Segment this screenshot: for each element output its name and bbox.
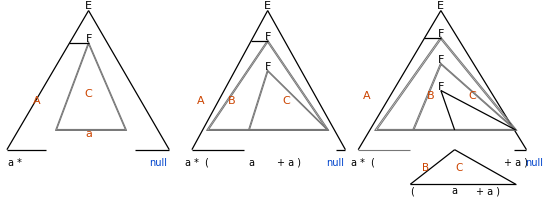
Text: a: a: [85, 128, 92, 138]
Text: A: A: [363, 91, 371, 101]
Text: F: F: [438, 29, 444, 39]
Text: A: A: [33, 96, 40, 106]
Text: A: A: [197, 96, 205, 106]
Text: F: F: [438, 81, 444, 91]
Text: E: E: [85, 1, 92, 11]
Text: + a ): + a ): [504, 157, 528, 167]
Text: null: null: [525, 157, 543, 167]
Text: null: null: [150, 157, 168, 167]
Text: F: F: [264, 32, 271, 42]
Text: a: a: [248, 157, 254, 167]
Text: B: B: [427, 91, 435, 101]
Text: (: (: [204, 157, 207, 167]
Text: C: C: [282, 96, 290, 106]
Text: a *: a *: [185, 157, 199, 167]
Text: F: F: [438, 55, 444, 65]
Text: F: F: [264, 62, 271, 71]
Text: C: C: [468, 91, 476, 101]
Text: F: F: [85, 34, 92, 44]
Text: B: B: [228, 96, 235, 106]
Text: + a ): + a ): [276, 157, 300, 167]
Text: a *: a *: [351, 157, 365, 167]
Text: (: (: [370, 157, 374, 167]
Text: (: (: [411, 185, 414, 195]
Text: a *: a *: [8, 157, 22, 167]
Text: E: E: [437, 1, 444, 11]
Text: a: a: [452, 185, 458, 195]
Text: null: null: [326, 157, 344, 167]
Text: C: C: [85, 89, 92, 99]
Text: + a ): + a ): [476, 185, 500, 195]
Text: B: B: [422, 163, 429, 173]
Text: C: C: [456, 163, 463, 173]
Text: E: E: [264, 1, 271, 11]
